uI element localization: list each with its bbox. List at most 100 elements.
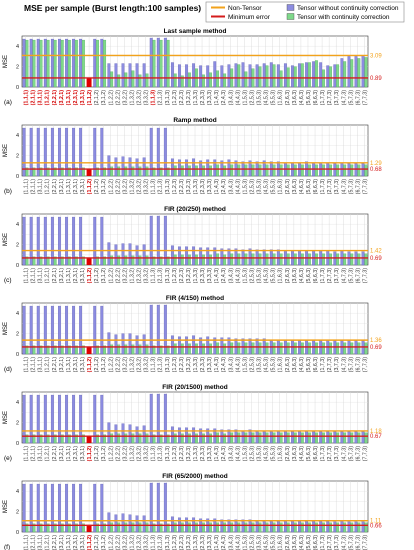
x-tick-label: (1,7,3) — [320, 535, 326, 550]
x-tick-label: (6,7,3) — [355, 535, 361, 550]
x-tick-label: (5,5,3) — [271, 179, 277, 195]
bar-tensor-with — [53, 39, 57, 88]
x-tick-label: (2,1,2) — [94, 446, 100, 462]
bar-tensor-with — [138, 255, 142, 266]
x-tick-label: (4,5,3) — [264, 446, 270, 462]
bar-tensor-with — [357, 432, 361, 444]
x-tick-label: (3,4,3) — [228, 535, 234, 550]
bar-tensor-with — [272, 164, 276, 177]
bar-tensor-with — [357, 58, 361, 88]
bar-tensor-without — [227, 64, 231, 88]
bar-tensor-with — [159, 434, 163, 444]
bar-tensor-without — [100, 305, 104, 355]
x-tick-label: (3,1,2) — [101, 179, 107, 195]
legend-label-minimum-error: Minimum error — [228, 14, 271, 21]
bar-tensor-with — [286, 522, 290, 533]
x-tick-label: (1,5,3) — [242, 90, 248, 106]
x-tick-label: (1,5,3) — [242, 535, 248, 550]
bar-tensor-with — [166, 256, 170, 266]
x-tick-label: (1,2,3) — [172, 446, 178, 462]
x-tick-label: (6,7,3) — [355, 357, 361, 373]
y-tick-label: 2 — [16, 243, 19, 249]
bar-tensor-without — [262, 520, 266, 533]
bar-tensor-with — [202, 522, 205, 533]
x-tick-label: (1,3,3) — [193, 90, 199, 106]
x-tick-label: (1,6,3) — [278, 268, 284, 284]
y-tick-label: 2 — [16, 510, 19, 516]
x-tick-label: (1,1,1) — [24, 90, 30, 106]
x-tick-label: (3,3,2) — [144, 268, 150, 284]
non-tensor-value: 1.36 — [370, 338, 382, 344]
bar-tensor-with — [322, 432, 325, 444]
bar-tensor-without — [36, 394, 40, 444]
x-tick-label: (4,6,3) — [299, 268, 305, 284]
bar-tensor-without — [326, 520, 330, 533]
minimum-error-value: 0.68 — [370, 167, 382, 173]
x-tick-label: (2,1,3) — [158, 268, 164, 284]
bar-tensor-with — [216, 253, 220, 266]
x-tick-label: (3,2,1) — [59, 268, 65, 284]
x-tick-label: (2,2,1) — [52, 268, 58, 284]
legend-swatch-tensor-without — [286, 4, 295, 11]
x-tick-label: (1,4,3) — [214, 268, 220, 284]
bar-tensor-with — [202, 433, 205, 444]
bar-tensor-without — [93, 483, 97, 533]
bar-tensor-with — [329, 164, 332, 177]
x-tick-label: (3,2,2) — [122, 357, 128, 373]
bar-tensor-without — [121, 243, 125, 266]
bar-tensor-without — [58, 394, 61, 444]
bar-tensor-without — [319, 62, 323, 88]
bar-tensor-without — [185, 64, 188, 88]
panel-f: FIR (65/2000) method 0 2 4 MSE (1,1,1) (2,1,1)… — [3, 473, 382, 550]
minimum-error-value: 0.69 — [370, 345, 382, 351]
panel-title: FIR (65/2000) method — [162, 473, 227, 480]
bar-tensor-with — [145, 522, 149, 533]
x-tick-label: (1,1,2) — [87, 535, 93, 550]
bar-tensor-with — [279, 70, 283, 88]
y-tick-label: 2 — [16, 65, 19, 71]
bar-tensor-with — [166, 345, 170, 355]
x-tick-label: (4,4,3) — [235, 268, 241, 284]
x-tick-label: (2,2,3) — [179, 446, 185, 462]
bar-tensor-with — [343, 164, 347, 177]
panel-title: FIR (20/1500) method — [162, 384, 227, 391]
bar-tensor-without — [58, 38, 61, 88]
bar-tensor-with — [194, 522, 198, 533]
bar-tensor-with — [223, 254, 227, 266]
bar-tensor-without — [72, 483, 75, 533]
bar-tensor-with — [82, 167, 85, 177]
bar-tensor-with — [223, 73, 227, 88]
x-tick-label: (2,2,2) — [115, 446, 121, 462]
bar-tensor-with — [187, 254, 191, 266]
x-tick-label: (5,7,3) — [348, 90, 354, 106]
x-tick-label: (2,3,2) — [137, 535, 143, 550]
bar-tensor-with — [32, 345, 36, 355]
panel-letter: (f) — [4, 544, 10, 550]
x-tick-label: (2,6,3) — [285, 535, 291, 550]
bar-tensor-without — [29, 394, 33, 444]
bar-tensor-with — [25, 345, 29, 355]
x-tick-label: (6,7,3) — [355, 90, 361, 106]
bar-tensor-without — [333, 64, 337, 88]
x-tick-label: (3,5,3) — [257, 446, 263, 462]
bar-tensor-with — [357, 253, 361, 266]
bar-tensor-with — [173, 254, 177, 266]
bar-tensor-without — [354, 431, 358, 444]
bar-tensor-without — [283, 63, 287, 88]
x-tick-label: (1,1,1) — [24, 268, 30, 284]
bar-tensor-without — [72, 38, 75, 88]
bar-tensor-without — [142, 425, 146, 444]
x-tick-label: (4,6,3) — [299, 535, 305, 550]
x-tick-label: (2,1,1) — [31, 179, 37, 195]
bar-tensor-with — [131, 522, 135, 533]
x-tick-label: (1,2,3) — [172, 535, 178, 550]
x-tick-label: (1,2,2) — [108, 268, 114, 284]
bar-tensor-with — [364, 522, 368, 533]
x-tick-label: (2,7,3) — [327, 268, 333, 284]
bar-tensor-with — [46, 345, 50, 355]
x-tick-label: (3,2,3) — [186, 446, 192, 462]
x-tick-label: (1,3,1) — [66, 535, 72, 550]
x-tick-label: (3,7,3) — [334, 90, 340, 106]
bar-tensor-with — [364, 432, 368, 444]
bar-tensor-without — [347, 56, 351, 88]
